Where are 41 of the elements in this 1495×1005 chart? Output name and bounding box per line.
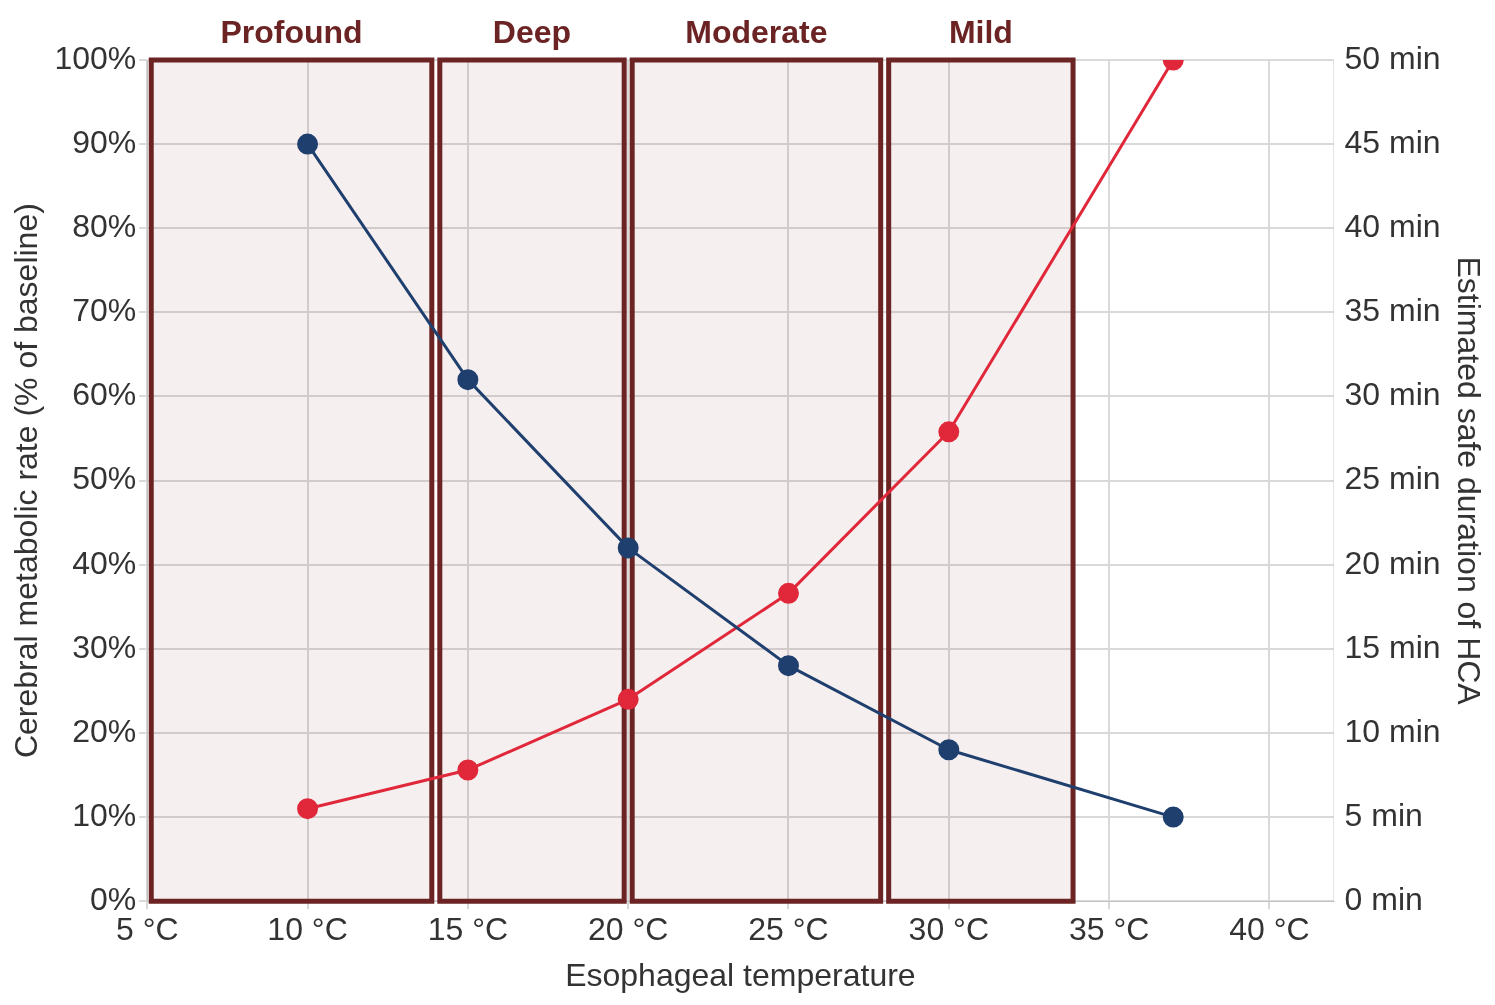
point	[777, 655, 799, 677]
y2-tick-label: 40 min	[1344, 208, 1441, 245]
x-tick-label: 15 °C	[427, 911, 509, 948]
x-tick-label: 40 °C	[1229, 911, 1310, 948]
y-tick-label: 60%	[72, 376, 137, 413]
y2-tick-label: 30 min	[1344, 376, 1441, 413]
x-tick-label: 25 °C	[748, 911, 829, 948]
y2-tick-label: 45 min	[1344, 123, 1441, 160]
x-axis-title: Esophageal temperature	[565, 956, 916, 993]
x-tick-label: 20 °C	[587, 911, 669, 948]
band-label: Deep	[492, 13, 572, 50]
y2-tick-label: 35 min	[1344, 292, 1441, 329]
band-label: Profound	[220, 13, 363, 50]
y-tick-label: 80%	[72, 208, 137, 245]
x-tick-label: 35 °C	[1068, 911, 1150, 948]
band-label: Moderate	[685, 13, 828, 50]
point	[1162, 806, 1184, 828]
y-tick-label: 70%	[72, 292, 137, 329]
x-tick-label: 30 °C	[908, 911, 989, 948]
y-tick-label: 90%	[72, 123, 137, 160]
y-tick-label: 50%	[72, 460, 137, 497]
point	[457, 369, 479, 391]
band-label: Mild	[948, 13, 1013, 50]
point	[938, 739, 960, 761]
y2-tick-label: 50 min	[1344, 39, 1441, 76]
y-tick-label: 30%	[72, 628, 137, 665]
y-tick-label: 40%	[72, 544, 137, 581]
y-axis-title: Cerebral metabolic rate (% of baseline)	[8, 203, 45, 759]
y2-tick-label: 5 min	[1344, 796, 1423, 833]
y2-tick-label: 25 min	[1344, 460, 1441, 497]
y2-tick-label: 0 min	[1344, 881, 1423, 918]
x-tick-label: 10 °C	[267, 911, 348, 948]
y2-axis-title: Estimated safe duration of HCA	[1450, 256, 1487, 706]
point	[297, 133, 319, 155]
y2-tick-label: 10 min	[1344, 712, 1441, 749]
y-tick-label: 10%	[72, 796, 137, 833]
y-tick-label: 100%	[54, 39, 137, 76]
point	[617, 537, 639, 559]
y-tick-label: 20%	[72, 712, 137, 749]
y2-tick-label: 15 min	[1344, 628, 1441, 665]
y2-tick-label: 20 min	[1344, 544, 1441, 581]
